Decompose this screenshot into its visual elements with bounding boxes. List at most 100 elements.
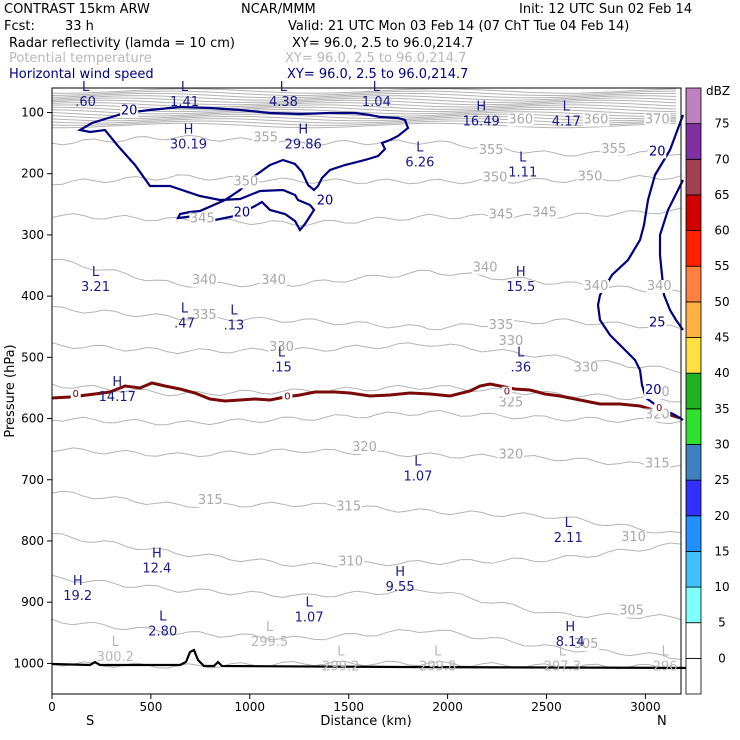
x-axis: 0 500 1000 1500 2000 2500 3000 <box>48 694 661 714</box>
theta-label: 360 <box>584 113 609 128</box>
theta-label-bg <box>482 171 509 185</box>
theta-line-upper <box>51 99 677 106</box>
theta-label: 355 <box>479 143 504 158</box>
valid-time: Valid: 21 UTC Mon 03 Feb 14 (07 ChT Tue … <box>288 19 629 34</box>
extremum-type: H <box>112 375 122 390</box>
theta-line <box>51 618 682 660</box>
extremum-type: H <box>565 620 575 635</box>
theta-label-bg <box>618 604 645 618</box>
theta-label: 325 <box>498 395 523 410</box>
extremum-type: L <box>517 346 525 361</box>
extremum-value: .47 <box>174 317 195 332</box>
theta-label: 320 <box>352 440 377 455</box>
theta-label-bg <box>531 206 558 220</box>
x-tick-label: 2500 <box>531 700 562 714</box>
extremum-type: L <box>280 80 288 95</box>
y-tick-label: 200 <box>21 167 44 181</box>
init-time: Init: 12 UTC Sun 02 Feb 14 <box>519 2 692 17</box>
theta-line-upper <box>51 90 677 96</box>
theta-line-upper <box>51 109 677 115</box>
theta-label: 345 <box>532 206 557 221</box>
wind-label: 20 <box>645 383 662 398</box>
theta-label: 315 <box>198 493 223 508</box>
colorbar-cell <box>685 123 702 160</box>
y-tick-label: 900 <box>21 595 44 609</box>
right-contour-outer <box>596 114 685 421</box>
extremum-value: 297.3 <box>544 659 581 674</box>
colorbar-cell <box>685 87 702 125</box>
extremum-type: L <box>92 265 100 280</box>
model-title: CONTRAST 15km ARW <box>4 2 150 17</box>
theta-line-upper <box>51 102 677 108</box>
theta-label-bg <box>497 335 524 349</box>
field-wind-xy: XY= 96.0, 2.5 to 96.0,214.7 <box>287 67 468 82</box>
theta-line-upper <box>51 120 677 126</box>
theta-contours <box>51 88 682 670</box>
colorbar-cell <box>685 408 702 445</box>
theta-label: 340 <box>584 279 609 294</box>
wind-label: 20 <box>121 103 138 118</box>
colorbar-label: 10 <box>714 580 729 594</box>
theta-label-bg <box>644 457 671 471</box>
theta-labels: 360 360 370 355 355 355 350 350 350 345 345 345 340 3… <box>189 113 673 652</box>
y-tick-label: 400 <box>21 289 44 303</box>
theta-label-bg <box>488 319 515 333</box>
plot-frame <box>51 87 682 695</box>
field-radar-xy: XY= 96.0, 2.5 to 96.0,214.7 <box>292 36 473 51</box>
freezing-label: 0 <box>284 392 290 403</box>
fcst-label: Fcst: <box>4 19 35 34</box>
extremum-value: 29.86 <box>285 137 322 152</box>
theta-line-upper <box>51 113 677 120</box>
wind-label-bg <box>648 316 667 330</box>
theta-label: 315 <box>645 457 670 472</box>
colorbar-cell <box>685 337 702 374</box>
extremum-type: L <box>565 516 573 531</box>
x-end-left: S <box>86 714 94 729</box>
extremum-type: L <box>306 595 314 610</box>
colorbar-cell <box>685 515 702 552</box>
colorbar: dBZ 0 5 10 15 20 25 30 35 40 45 50 55 60 65 70 75 <box>685 84 730 695</box>
y-tick-label: 500 <box>21 350 44 364</box>
theta-label: 355 <box>601 142 626 157</box>
theta-label-bg <box>252 131 279 145</box>
extremum-type: L <box>112 635 120 650</box>
y-tick-label: 700 <box>21 473 44 487</box>
theta-line <box>51 306 682 331</box>
theta-label: 330 <box>498 334 523 349</box>
extremum-type: H <box>298 122 308 137</box>
extremum-type: L <box>278 346 286 361</box>
extremum-value: 9.55 <box>386 580 415 595</box>
colorbar-cell <box>685 551 702 588</box>
colorbar-cell <box>685 479 702 517</box>
freezing-label-bg <box>70 389 81 401</box>
theta-label: 350 <box>578 169 603 184</box>
terrain-path <box>51 648 701 670</box>
theta-label: 350 <box>483 171 508 186</box>
theta-label-bg <box>191 273 218 287</box>
extremum-value: 296 <box>653 659 678 674</box>
extremum-value: 6.26 <box>405 156 434 171</box>
colorbar-cell <box>685 444 702 481</box>
extremum-value: .36 <box>510 361 531 376</box>
theta-line-upper <box>51 118 677 124</box>
wind-label-bg <box>644 384 663 398</box>
freezing-label-bg <box>282 391 293 403</box>
colorbar-cell <box>685 622 702 659</box>
theta-label-bg <box>260 273 287 287</box>
colorbar-label: 20 <box>714 509 729 523</box>
theta-label-bg <box>197 494 224 508</box>
theta-line <box>51 258 682 294</box>
extremum-value: 19.2 <box>63 589 92 604</box>
theta-label: 350 <box>233 174 258 189</box>
colorbar-label: 65 <box>714 188 729 202</box>
colorbar-label: 40 <box>714 366 729 380</box>
y-tick-label: 600 <box>21 412 44 426</box>
x-tick-label: 1000 <box>235 700 266 714</box>
theta-label: 330 <box>269 340 294 355</box>
colorbar-label: 55 <box>714 259 729 273</box>
theta-label-bg <box>488 208 515 222</box>
colorbar-label: 45 <box>714 331 729 345</box>
x-end-right: N <box>657 714 667 729</box>
theta-line <box>51 490 682 534</box>
